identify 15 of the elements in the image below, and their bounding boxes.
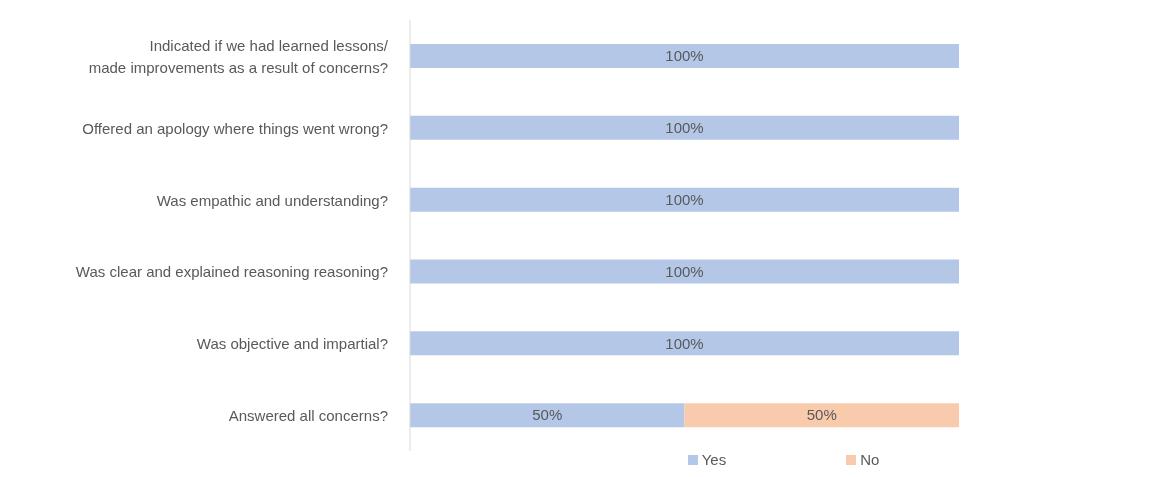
y-tick-label: Was objective and impartial? [196,334,388,352]
y-tick-label: Answered all concerns? [228,406,388,424]
legend-label: No [860,451,880,468]
data-label: 100% [665,119,704,137]
data-label: 100% [665,334,704,352]
y-tick-label: Indicated if we had learned lessons/ made improvements as a result of concerns? [88,36,389,76]
y-tick-label: Was clear and explained reasoning reasoning? [75,262,388,280]
data-label: 100% [665,262,704,280]
legend-label: Yes [701,451,727,468]
data-label: 50% [806,406,837,424]
data-label: 100% [665,47,704,65]
y-tick-label: Was empathic and understanding? [156,191,388,209]
data-label: 50% [532,406,563,424]
data-label: 100% [665,190,704,208]
y-tick-label: Offered an apology where things went wrong? [82,119,388,137]
